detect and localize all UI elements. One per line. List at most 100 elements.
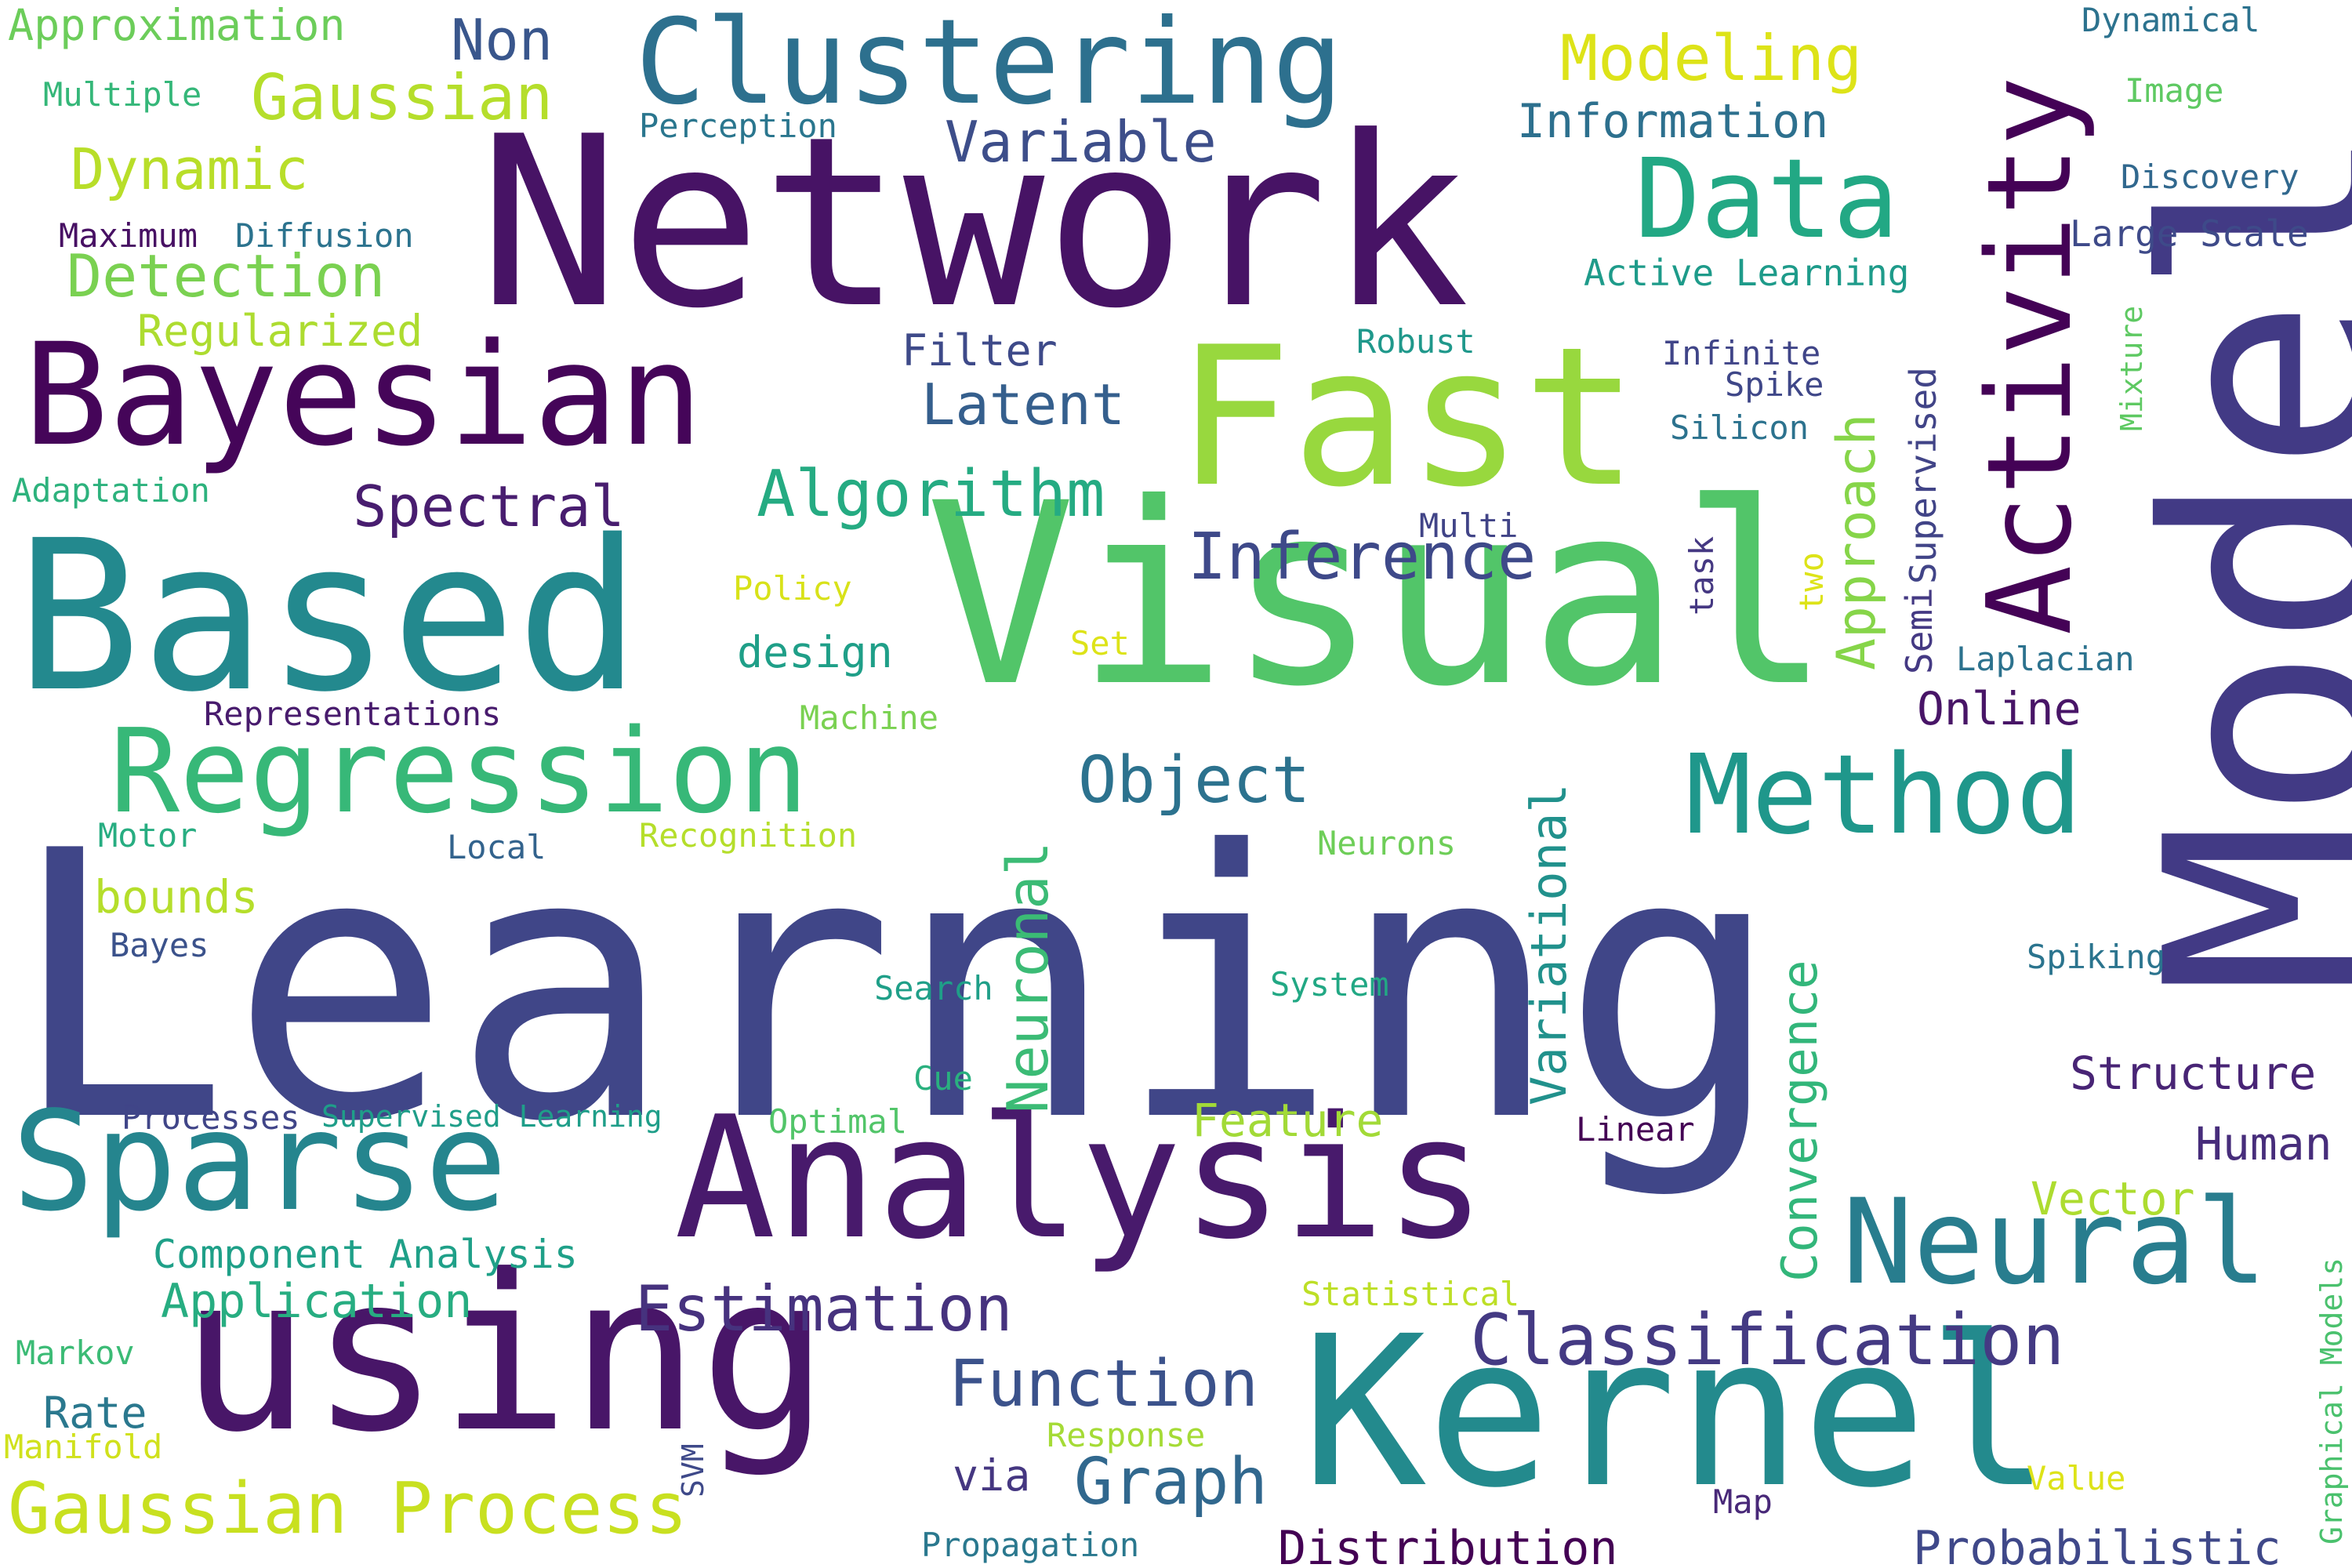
word-discovery: Discovery <box>2121 158 2299 196</box>
word-multiple: Multiple <box>43 75 202 114</box>
word-set: Set <box>1070 624 1130 662</box>
word-design: design <box>737 627 893 677</box>
word-kernel: Kernel <box>1301 1292 2053 1534</box>
word-robust: Robust <box>1356 322 1475 361</box>
word-probabilistic: Probabilistic <box>1913 1521 2281 1568</box>
word-image: Image <box>2125 71 2224 110</box>
word-bounds: bounds <box>94 870 259 924</box>
word-semi: Semi <box>1898 587 1940 674</box>
word-spike: Spike <box>1725 365 1824 404</box>
word-detection: Detection <box>67 241 386 310</box>
word-supervised-vertical: Supervised <box>1902 367 1944 584</box>
word-non: Non <box>451 7 554 73</box>
word-gaussian: Gaussian <box>251 61 554 134</box>
word-perception: Perception <box>639 107 837 145</box>
word-diffusion: Diffusion <box>235 216 414 255</box>
word-large-scale: Large Scale <box>2070 212 2309 255</box>
word-component-analysis: Component Analysis <box>153 1232 578 1277</box>
word-latent: Latent <box>921 372 1126 437</box>
word-neuronal: Neuronal <box>995 841 1061 1113</box>
word-graphical-models: Graphical Models <box>2314 1257 2349 1544</box>
word-spectral: Spectral <box>353 474 625 539</box>
word-activity: Activity <box>1962 76 2097 635</box>
word-classification: Classification <box>1470 1299 2065 1381</box>
word-based: Based <box>16 496 641 738</box>
word-online: Online <box>1917 682 2082 735</box>
word-object: Object <box>1078 743 1311 818</box>
word-dynamical: Dynamical <box>2082 1 2260 39</box>
word-human: Human <box>2195 1117 2332 1171</box>
word-two: two <box>1792 552 1831 612</box>
word-silicon: Silicon <box>1670 408 1809 447</box>
word-search: Search <box>874 969 993 1007</box>
word-vector: Vector <box>2031 1172 2195 1225</box>
word-markov: Markov <box>16 1334 135 1372</box>
word-multi: Multi <box>1419 506 1519 545</box>
word-regularized: Regularized <box>137 306 423 356</box>
word-value: Value <box>2027 1459 2126 1497</box>
word-gaussian-process: Gaussian Process <box>8 1468 688 1550</box>
word-dynamic: Dynamic <box>71 136 309 202</box>
word-recognition: Recognition <box>639 816 858 855</box>
word-spiking: Spiking <box>2027 938 2166 976</box>
word-variational: Variational <box>1520 783 1577 1105</box>
word-inference: Inference <box>1188 520 1537 594</box>
word-variable: Variable <box>945 109 1217 175</box>
word-bayes: Bayes <box>110 926 209 964</box>
word-infinite: Infinite <box>1662 334 1821 372</box>
word-maximum: Maximum <box>59 216 198 255</box>
word-policy: Policy <box>733 569 852 608</box>
word-analysis: Analysis <box>674 1080 1486 1276</box>
word-mixture: Mixture <box>2114 305 2149 431</box>
word-optimal: Optimal <box>768 1102 908 1141</box>
word-fast: Fast <box>1176 306 1639 529</box>
word-motor: Motor <box>98 816 198 855</box>
word-network: Network <box>478 86 1470 360</box>
word-system: System <box>1270 965 1389 1004</box>
word-learning: Learning <box>8 773 1783 1202</box>
word-information: Information <box>1517 94 1829 149</box>
word-filter: Filter <box>902 325 1058 376</box>
word-manifold: Manifold <box>4 1428 163 1466</box>
word-data: Data <box>1635 136 1900 263</box>
word-adaptation: Adaptation <box>12 471 210 510</box>
word-propagation: Propagation <box>921 1526 1140 1564</box>
word-rate: Rate <box>43 1388 147 1438</box>
word-machine: Machine <box>800 699 939 737</box>
word-regression: Regression <box>110 704 809 839</box>
word-svm: SVM <box>676 1443 710 1497</box>
word-sparse: Sparse <box>12 1083 508 1242</box>
word-convergence: Convergence <box>1771 960 1828 1282</box>
word-visual: Visual <box>925 450 1831 742</box>
word-feature: Feature <box>1192 1094 1384 1147</box>
word-method: Method <box>1686 731 2082 859</box>
word-bayesian: Bayesian <box>24 314 703 477</box>
word-modeling: Modeling <box>1560 22 1863 95</box>
word-neurons: Neurons <box>1317 824 1457 862</box>
word-active-learning: Active Learning <box>1584 252 1910 294</box>
word-graph: Graph <box>1074 1445 1268 1519</box>
word-neural: Neural <box>1842 1174 2267 1311</box>
word-approach: Approach <box>1826 413 1888 670</box>
word-representations: Representations <box>204 695 502 733</box>
word-using: using <box>180 1229 829 1479</box>
word-linear: Linear <box>1576 1110 1695 1149</box>
word-estimation: Estimation <box>635 1272 1013 1345</box>
word-processes: Processes <box>122 1098 300 1137</box>
word-supervised-learning: Supervised Learning <box>321 1099 662 1134</box>
word-approximation: Approximation <box>8 0 346 50</box>
word-clustering: Clustering <box>635 0 1344 131</box>
word-local: Local <box>447 828 546 866</box>
word-map: Map <box>1713 1483 1773 1521</box>
word-statistical: Statistical <box>1301 1275 1520 1313</box>
word-laplacian: Laplacian <box>1956 640 2135 678</box>
word-structure: Structure <box>2070 1047 2317 1100</box>
word-algorithm: Algorithm <box>757 457 1105 532</box>
word-via: via <box>953 1450 1031 1501</box>
word-application: Application <box>161 1274 473 1329</box>
word-task: task <box>1682 535 1721 615</box>
word-function: Function <box>949 1347 1258 1421</box>
word-cue: Cue <box>913 1059 973 1098</box>
word-response: Response <box>1047 1416 1206 1454</box>
